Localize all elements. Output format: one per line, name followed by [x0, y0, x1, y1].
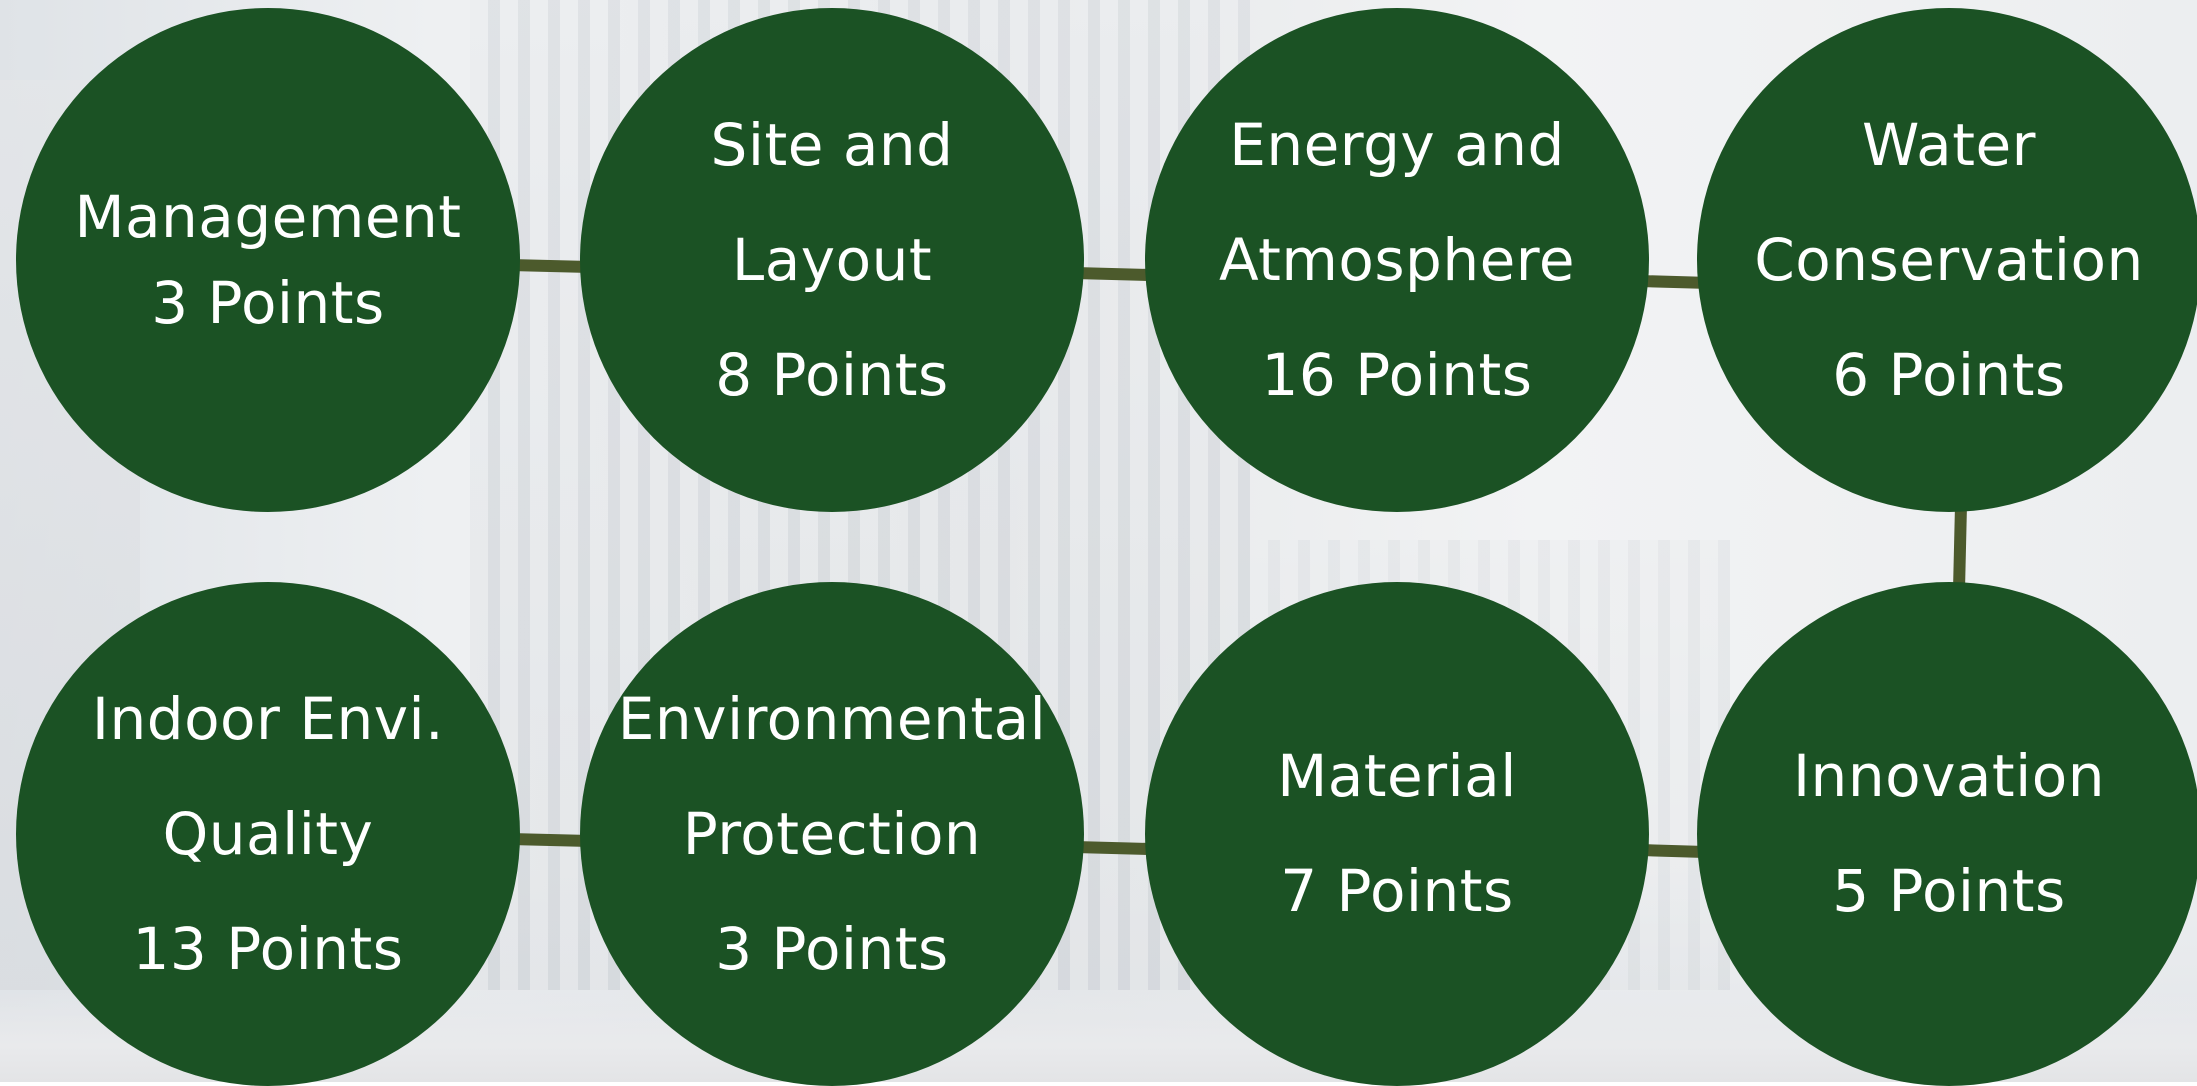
node-material: Material 7 Points	[1145, 582, 1649, 1086]
node-management: Management 3 Points	[16, 8, 520, 512]
node-label-line: Indoor Envi.	[91, 684, 445, 753]
connector-site-energy	[1074, 267, 1151, 281]
node-points: 13 Points	[132, 914, 404, 983]
node-label-line: Material	[1277, 742, 1517, 810]
node-points: 3 Points	[715, 914, 949, 983]
connector-innovation-material	[1639, 844, 1706, 858]
connector-management-site	[509, 259, 591, 273]
node-label-line: Environmental	[617, 684, 1047, 753]
node-label-line: Layout	[731, 225, 933, 294]
node-points: 16 Points	[1261, 340, 1533, 409]
node-water-conservation: Water Conservation 6 Points	[1697, 8, 2197, 512]
node-label-line: Site and	[710, 110, 954, 179]
node-environmental-protection: Environmental Protection 3 Points	[580, 582, 1084, 1086]
node-label-line: Atmosphere	[1218, 225, 1576, 294]
node-points: 3 Points	[151, 269, 385, 337]
node-label-line: Innovation	[1792, 742, 2106, 810]
node-label-line: Quality	[162, 799, 374, 868]
node-label-line: Water	[1862, 110, 2036, 179]
node-points: 6 Points	[1832, 340, 2066, 409]
node-points: 7 Points	[1280, 857, 1514, 925]
node-innovation: Innovation 5 Points	[1697, 582, 2197, 1086]
node-label-line: Energy and	[1229, 110, 1565, 179]
node-indoor-envi-quality: Indoor Envi. Quality 13 Points	[16, 582, 520, 1086]
node-label-line: Protection	[682, 799, 982, 868]
node-label-line: Conservation	[1754, 225, 2144, 294]
connector-environmental-indoor	[509, 833, 591, 847]
node-energy-and-atmosphere: Energy and Atmosphere 16 Points	[1145, 8, 1649, 512]
node-site-and-layout: Site and Layout 8 Points	[580, 8, 1084, 512]
node-points: 5 Points	[1832, 857, 2066, 925]
connector-material-environmental	[1074, 841, 1151, 855]
node-label-line: Management	[74, 183, 462, 251]
connector-water-innovation	[1953, 504, 1967, 591]
node-points: 8 Points	[715, 340, 949, 409]
